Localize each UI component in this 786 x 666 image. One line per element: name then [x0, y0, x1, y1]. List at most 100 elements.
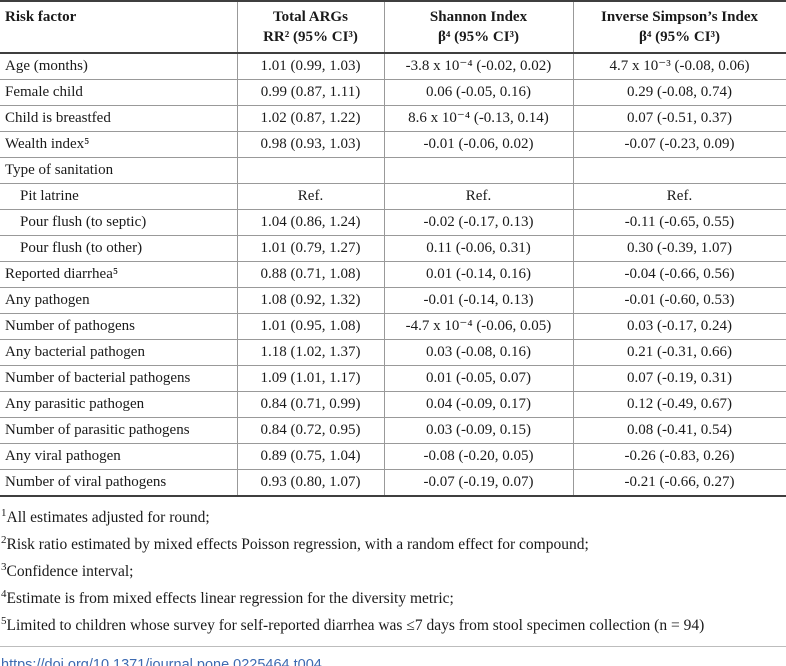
- table-row: Pour flush (to other) 1.01 (0.79, 1.27) …: [0, 235, 786, 262]
- inverse-simpson-cell: -0.26 (-0.83, 0.26): [572, 443, 786, 470]
- footnotes-block: 1All estimates adjusted for round; 2Risk…: [0, 504, 786, 639]
- column-header-total-args: Total ARGs RR² (95% CI³): [236, 0, 384, 54]
- footnote-marker: 1: [1, 506, 7, 519]
- risk-factor-cell: Number of bacterial pathogens: [0, 365, 237, 392]
- table-row: Pour flush (to septic) 1.04 (0.86, 1.24)…: [0, 209, 786, 236]
- inverse-simpson-cell: -0.07 (-0.23, 0.09): [572, 131, 786, 158]
- inverse-simpson-cell: -0.11 (-0.65, 0.55): [572, 209, 786, 236]
- column-header-shannon-index: Shannon Index β⁴ (95% CI³): [383, 0, 573, 54]
- column-subtitle: β⁴ (95% CI³): [638, 29, 721, 45]
- risk-factor-cell: Any pathogen: [0, 287, 237, 314]
- footnote: 1All estimates adjusted for round;: [1, 504, 782, 531]
- shannon-cell: 0.11 (-0.06, 0.31): [383, 235, 573, 262]
- risk-factor-cell: Any bacterial pathogen: [0, 339, 237, 366]
- total-args-cell: 0.99 (0.87, 1.11): [236, 79, 384, 106]
- doi-link[interactable]: https://doi.org/10.1371/journal.pone.022…: [1, 657, 322, 666]
- footnote-marker: 2: [1, 533, 7, 546]
- shannon-cell: 0.03 (-0.09, 0.15): [383, 417, 573, 444]
- table-row: Pit latrine Ref. Ref. Ref.: [0, 183, 786, 210]
- risk-factor-cell: Any viral pathogen: [0, 443, 237, 470]
- column-title: Inverse Simpson’s Index: [601, 9, 758, 25]
- footnote-text: Risk ratio estimated by mixed effects Po…: [6, 536, 589, 553]
- inverse-simpson-cell: -0.21 (-0.66, 0.27): [572, 469, 786, 497]
- footnote-marker: 5: [1, 614, 7, 627]
- inverse-simpson-cell: -0.04 (-0.66, 0.56): [572, 261, 786, 288]
- table-header: Risk factor Total ARGs RR² (95% CI³) Sha…: [0, 0, 786, 54]
- table-body: Age (months) 1.01 (0.99, 1.03) -3.8 x 10…: [0, 53, 786, 497]
- inverse-simpson-cell: 0.08 (-0.41, 0.54): [572, 417, 786, 444]
- footnote: 3Confidence interval;: [1, 558, 782, 585]
- inverse-simpson-cell: Ref.: [572, 183, 786, 210]
- inverse-simpson-cell: 0.30 (-0.39, 1.07): [572, 235, 786, 262]
- risk-factor-table: Risk factor Total ARGs RR² (95% CI³) Sha…: [0, 0, 786, 497]
- shannon-cell: 0.04 (-0.09, 0.17): [383, 391, 573, 418]
- total-args-cell: 0.84 (0.71, 0.99): [236, 391, 384, 418]
- shannon-cell: -0.07 (-0.19, 0.07): [383, 469, 573, 497]
- column-header-inverse-simpson-index: Inverse Simpson’s Index β⁴ (95% CI³): [572, 0, 786, 54]
- shannon-cell: -0.02 (-0.17, 0.13): [383, 209, 573, 236]
- header-row: Risk factor Total ARGs RR² (95% CI³) Sha…: [0, 0, 786, 54]
- shannon-cell: 0.03 (-0.08, 0.16): [383, 339, 573, 366]
- total-args-cell: [236, 157, 384, 184]
- risk-factor-cell: Female child: [0, 79, 237, 106]
- risk-factor-cell: Reported diarrhea⁵: [0, 261, 237, 288]
- risk-factor-cell: Any parasitic pathogen: [0, 391, 237, 418]
- shannon-cell: Ref.: [383, 183, 573, 210]
- shannon-cell: -3.8 x 10⁻⁴ (-0.02, 0.02): [383, 53, 573, 80]
- total-args-cell: 0.84 (0.72, 0.95): [236, 417, 384, 444]
- shannon-cell: 8.6 x 10⁻⁴ (-0.13, 0.14): [383, 105, 573, 132]
- table-row: Number of bacterial pathogens 1.09 (1.01…: [0, 365, 786, 392]
- footnote-text: Confidence interval;: [6, 563, 134, 580]
- total-args-cell: 1.04 (0.86, 1.24): [236, 209, 384, 236]
- inverse-simpson-cell: 0.21 (-0.31, 0.66): [572, 339, 786, 366]
- total-args-cell: 1.08 (0.92, 1.32): [236, 287, 384, 314]
- table-row: Any viral pathogen 0.89 (0.75, 1.04) -0.…: [0, 443, 786, 470]
- shannon-cell: 0.01 (-0.05, 0.07): [383, 365, 573, 392]
- total-args-cell: 1.02 (0.87, 1.22): [236, 105, 384, 132]
- inverse-simpson-cell: 0.29 (-0.08, 0.74): [572, 79, 786, 106]
- footnote: 4Estimate is from mixed effects linear r…: [1, 585, 782, 612]
- table-row: Type of sanitation: [0, 157, 786, 184]
- total-args-cell: 0.88 (0.71, 1.08): [236, 261, 384, 288]
- inverse-simpson-cell: 0.07 (-0.19, 0.31): [572, 365, 786, 392]
- risk-factor-cell: Pit latrine: [0, 183, 237, 210]
- footnote-text: Limited to children whose survey for sel…: [6, 617, 705, 634]
- total-args-cell: 1.01 (0.95, 1.08): [236, 313, 384, 340]
- footnote-marker: 3: [1, 560, 7, 573]
- table-row: Reported diarrhea⁵ 0.88 (0.71, 1.08) 0.0…: [0, 261, 786, 288]
- risk-factor-cell: Age (months): [0, 53, 237, 80]
- shannon-cell: 0.06 (-0.05, 0.16): [383, 79, 573, 106]
- risk-factor-cell: Type of sanitation: [0, 157, 237, 184]
- total-args-cell: 0.93 (0.80, 1.07): [236, 469, 384, 497]
- table-row: Number of pathogens 1.01 (0.95, 1.08) -4…: [0, 313, 786, 340]
- table-row: Number of parasitic pathogens 0.84 (0.72…: [0, 417, 786, 444]
- risk-factor-cell: Pour flush (to other): [0, 235, 237, 262]
- footnote-marker: 4: [1, 587, 7, 600]
- total-args-cell: Ref.: [236, 183, 384, 210]
- risk-factor-cell: Number of parasitic pathogens: [0, 417, 237, 444]
- column-header-risk-factor: Risk factor: [0, 0, 237, 54]
- table-row: Female child 0.99 (0.87, 1.11) 0.06 (-0.…: [0, 79, 786, 106]
- shannon-cell: -0.08 (-0.20, 0.05): [383, 443, 573, 470]
- inverse-simpson-cell: 0.07 (-0.51, 0.37): [572, 105, 786, 132]
- shannon-cell: -4.7 x 10⁻⁴ (-0.06, 0.05): [383, 313, 573, 340]
- table-row: Any pathogen 1.08 (0.92, 1.32) -0.01 (-0…: [0, 287, 786, 314]
- total-args-cell: 0.98 (0.93, 1.03): [236, 131, 384, 158]
- shannon-cell: -0.01 (-0.06, 0.02): [383, 131, 573, 158]
- inverse-simpson-cell: 4.7 x 10⁻³ (-0.08, 0.06): [572, 53, 786, 80]
- total-args-cell: 1.01 (0.79, 1.27): [236, 235, 384, 262]
- doi-bar: https://doi.org/10.1371/journal.pone.022…: [0, 646, 786, 666]
- table-row: Any parasitic pathogen 0.84 (0.71, 0.99)…: [0, 391, 786, 418]
- inverse-simpson-cell: [572, 157, 786, 184]
- shannon-cell: [383, 157, 573, 184]
- column-subtitle: β⁴ (95% CI³): [437, 29, 520, 45]
- footnote: 2Risk ratio estimated by mixed effects P…: [1, 531, 782, 558]
- total-args-cell: 1.01 (0.99, 1.03): [236, 53, 384, 80]
- table-row: Child is breastfed 1.02 (0.87, 1.22) 8.6…: [0, 105, 786, 132]
- total-args-cell: 1.09 (1.01, 1.17): [236, 365, 384, 392]
- column-title: Risk factor: [5, 9, 77, 25]
- total-args-cell: 1.18 (1.02, 1.37): [236, 339, 384, 366]
- inverse-simpson-cell: 0.12 (-0.49, 0.67): [572, 391, 786, 418]
- footnote-text: Estimate is from mixed effects linear re…: [6, 590, 454, 607]
